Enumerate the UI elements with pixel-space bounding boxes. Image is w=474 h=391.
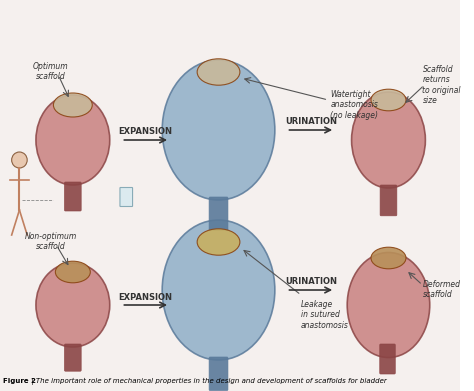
Text: Watertight
anastomosis
(no leakage): Watertight anastomosis (no leakage) <box>330 90 378 120</box>
Ellipse shape <box>371 247 406 269</box>
Text: Leakage
in sutured
anastomosis: Leakage in sutured anastomosis <box>301 300 349 330</box>
Ellipse shape <box>36 263 110 347</box>
FancyBboxPatch shape <box>209 197 228 231</box>
Text: EXPANSION: EXPANSION <box>118 127 173 136</box>
Text: URINATION: URINATION <box>285 278 337 287</box>
Text: Deformed
scaffold: Deformed scaffold <box>422 280 460 300</box>
Ellipse shape <box>162 220 275 360</box>
Text: Figure 2: Figure 2 <box>3 378 36 384</box>
Text: EXPANSION: EXPANSION <box>118 292 173 301</box>
FancyBboxPatch shape <box>380 344 395 374</box>
Text: Optimum
scaffold: Optimum scaffold <box>33 62 68 81</box>
Circle shape <box>12 152 27 168</box>
Ellipse shape <box>54 93 92 117</box>
Ellipse shape <box>197 59 240 85</box>
FancyBboxPatch shape <box>380 185 397 216</box>
Text: URINATION: URINATION <box>285 118 337 127</box>
Ellipse shape <box>347 253 430 357</box>
FancyBboxPatch shape <box>120 188 133 206</box>
Text: | The important role of mechanical properties in the design and development of s: | The important role of mechanical prope… <box>29 378 387 385</box>
FancyBboxPatch shape <box>209 357 228 391</box>
Ellipse shape <box>36 95 110 185</box>
FancyBboxPatch shape <box>64 182 81 211</box>
Ellipse shape <box>352 92 425 188</box>
Ellipse shape <box>55 261 91 283</box>
FancyBboxPatch shape <box>64 344 81 371</box>
FancyBboxPatch shape <box>0 0 460 391</box>
Text: Scaffold
returns
to original
size: Scaffold returns to original size <box>422 65 461 105</box>
Ellipse shape <box>162 60 275 200</box>
Ellipse shape <box>197 229 240 255</box>
Ellipse shape <box>371 89 406 111</box>
Text: Non-optimum
scaffold: Non-optimum scaffold <box>24 232 77 251</box>
